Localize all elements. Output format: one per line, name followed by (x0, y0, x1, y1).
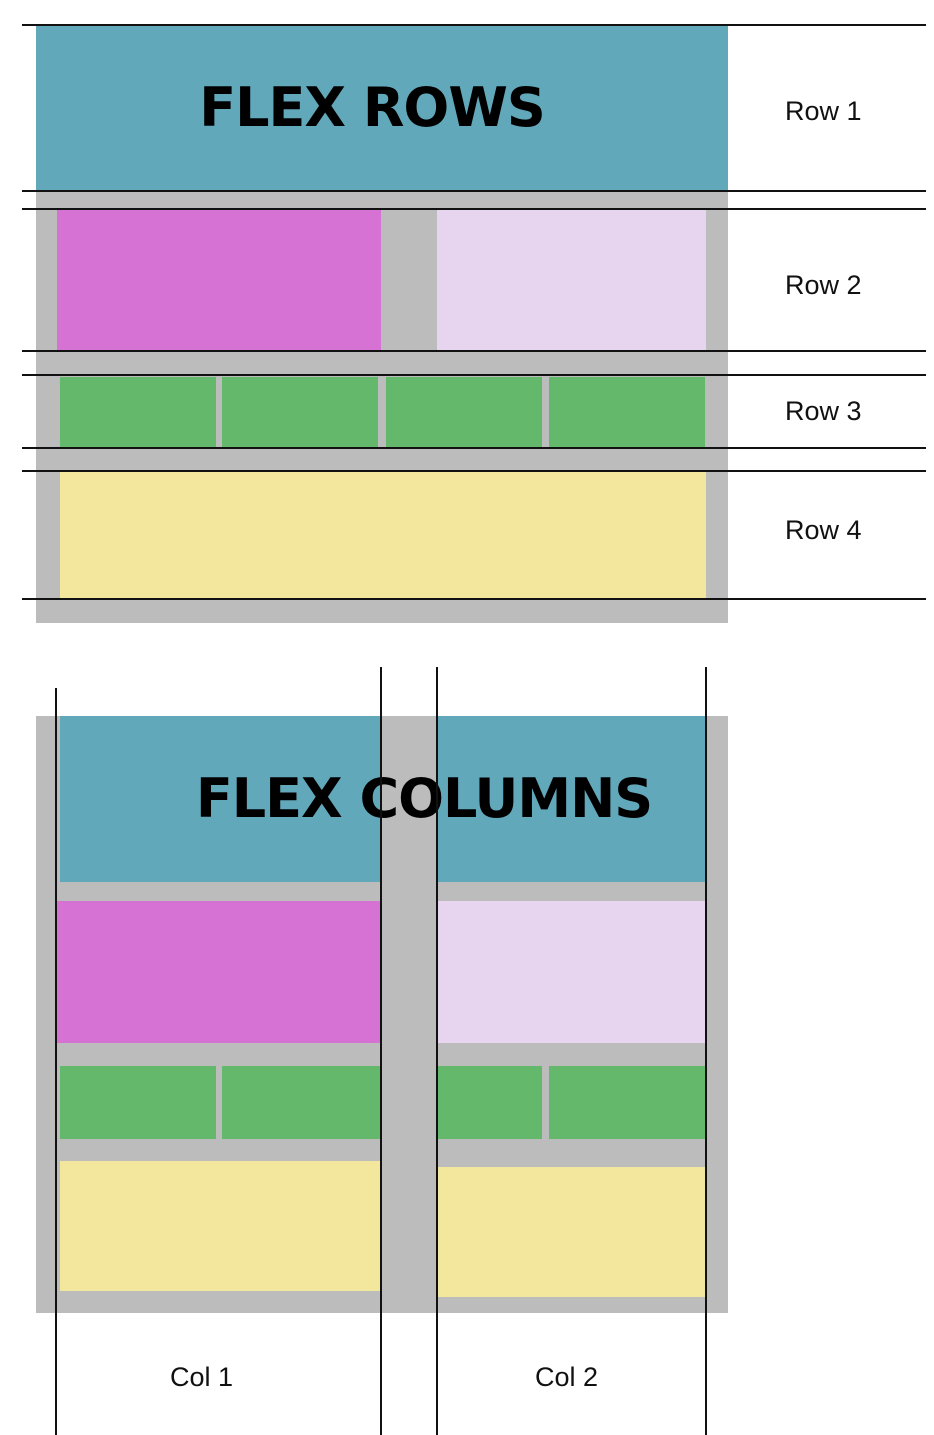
row-label-4: Row 4 (785, 515, 862, 545)
row4-top-line (22, 470, 926, 472)
flex-columns-title: FLEX COLUMNS (195, 767, 653, 830)
col2-right-line (705, 667, 707, 1435)
row3-block-3 (386, 377, 542, 447)
flex-rows-title: FLEX ROWS (199, 76, 546, 139)
row3-block-4 (549, 377, 705, 447)
col1-header-block (60, 716, 380, 882)
row2-left-block (57, 210, 381, 350)
row3-top-line (22, 374, 926, 376)
col2-header-block (437, 716, 706, 882)
col1-left-line (55, 688, 57, 1435)
row-label-3: Row 3 (785, 396, 862, 426)
col1-yellow-block (60, 1161, 380, 1291)
col1-green-block-2 (222, 1066, 380, 1139)
col1-magenta-block (57, 901, 380, 1043)
row1-top-line (22, 24, 926, 26)
col1-green-block-1 (60, 1066, 216, 1139)
row2-right-block (437, 210, 706, 350)
col2-left-line (436, 667, 438, 1435)
rows-header-block (36, 26, 728, 191)
col2-lavender-block (437, 901, 706, 1043)
row4-block (60, 472, 706, 599)
row3-block-2 (222, 377, 378, 447)
col2-green-block-1 (437, 1066, 542, 1139)
row2-top-line (22, 208, 926, 210)
row4-bottom-line (22, 598, 926, 600)
row-label-2: Row 2 (785, 270, 862, 300)
row1-bottom-line (22, 190, 926, 192)
col2-yellow-block (437, 1167, 706, 1297)
row3-bottom-line (22, 447, 926, 449)
row2-bottom-line (22, 350, 926, 352)
col2-green-block-2 (549, 1066, 706, 1139)
col-label-2: Col 2 (535, 1362, 599, 1392)
row3-block-1 (60, 377, 216, 447)
row-label-1: Row 1 (785, 96, 862, 126)
col1-right-line (380, 667, 382, 1435)
col-label-1: Col 1 (170, 1362, 234, 1392)
